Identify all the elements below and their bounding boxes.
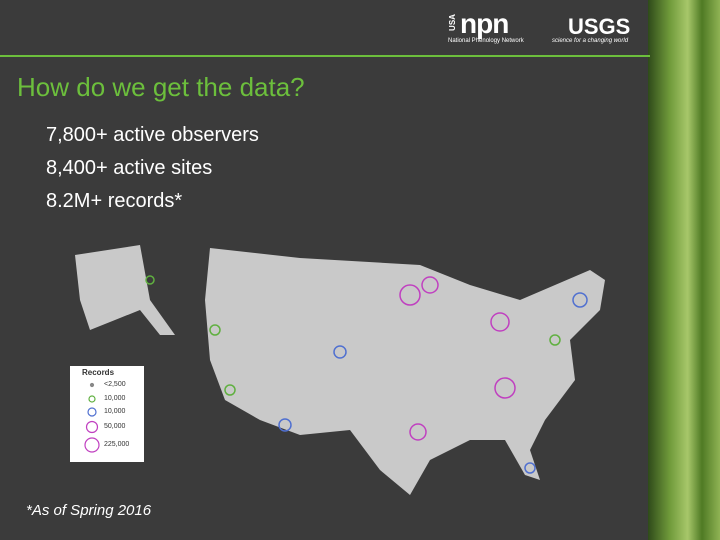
alaska-map	[75, 245, 175, 335]
legend-item: 10,000	[104, 408, 126, 415]
legend-title: Records	[82, 368, 115, 377]
legend-item: 50,000	[104, 423, 126, 430]
slide-title: How do we get the data?	[17, 72, 305, 102]
usgs-tagline: science for a changing world	[552, 38, 629, 44]
legend-symbols	[84, 382, 100, 453]
legend-item: <2,500	[104, 381, 126, 388]
us-map	[205, 248, 605, 495]
npn-name: National Phenology Network	[448, 38, 524, 44]
npn-logo: npn	[460, 8, 509, 39]
site-markers	[145, 275, 588, 474]
bullet: 8.2M+ records*	[46, 190, 183, 212]
footnote: *As of Spring 2016	[26, 502, 152, 519]
legend-item: 10,000	[104, 395, 126, 402]
header-rule	[0, 55, 650, 57]
bullet: 7,800+ active observers	[46, 124, 259, 146]
legend-item: 225,000	[104, 441, 130, 448]
legend-box	[70, 366, 144, 462]
usgs-logo: USGS	[568, 14, 631, 39]
bullet: 8,400+ active sites	[46, 157, 213, 179]
grass-image	[648, 0, 720, 540]
